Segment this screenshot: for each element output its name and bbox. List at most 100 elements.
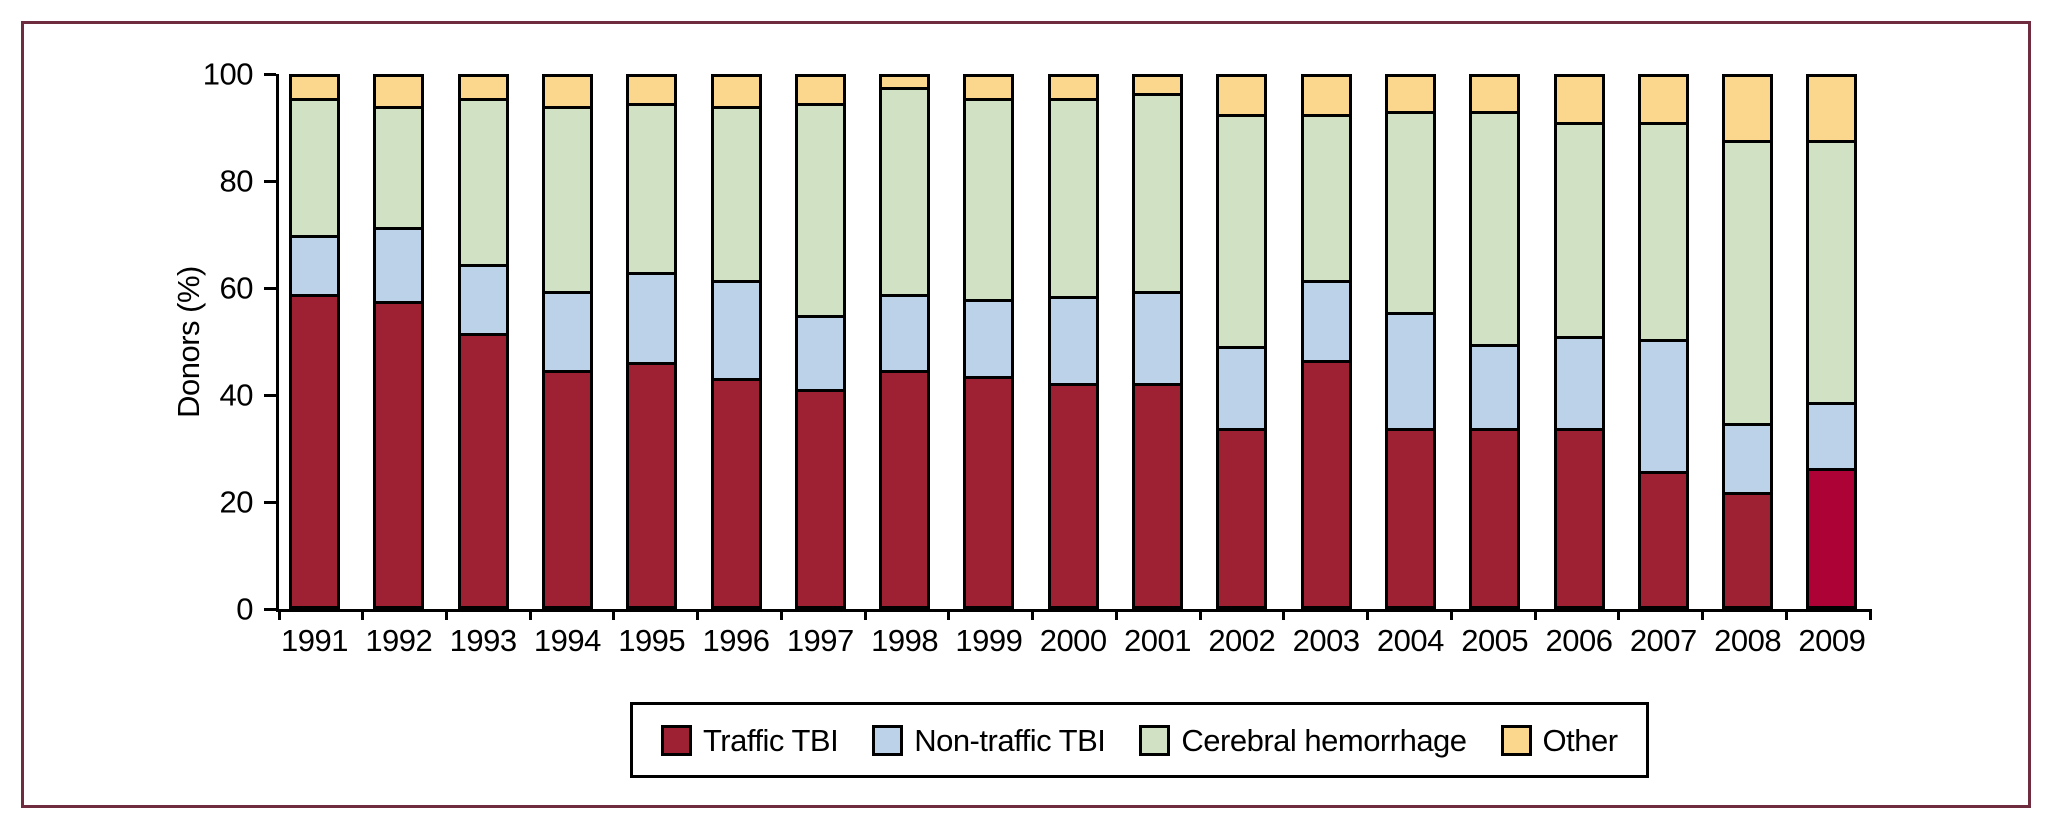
y-axis-tick xyxy=(264,607,276,611)
legend-item-other: Other xyxy=(1500,724,1618,756)
x-axis-label-1997: 1997 xyxy=(786,623,854,658)
segment-other xyxy=(1219,77,1265,117)
legend-label: Non-traffic TBI xyxy=(914,722,1106,758)
bar-1993 xyxy=(457,74,509,609)
segment-traffic-tbi xyxy=(1809,471,1855,606)
x-axis-tick xyxy=(1533,609,1537,620)
y-axis-tick xyxy=(264,393,276,397)
segment-other xyxy=(966,77,1012,101)
x-axis-label-2003: 2003 xyxy=(1292,623,1360,658)
y-axis-tick xyxy=(264,286,276,290)
x-axis-tick xyxy=(1868,609,1872,620)
legend-item-cerebral-hemorrhage: Cerebral hemorrhage xyxy=(1139,722,1467,758)
y-axis-tick-label: 20 xyxy=(219,484,254,520)
x-axis-label-2007: 2007 xyxy=(1629,623,1697,658)
bar-1995 xyxy=(626,74,678,609)
segment-cerebral-hemorrhage xyxy=(1303,116,1349,284)
segment-non-traffic-tbi xyxy=(544,293,590,374)
segment-traffic-tbi xyxy=(460,336,506,606)
x-axis-tick xyxy=(612,609,616,620)
x-axis-tick xyxy=(1784,609,1788,620)
bar-2006 xyxy=(1553,74,1605,609)
x-axis-tick xyxy=(1449,609,1453,620)
x-axis-tick xyxy=(1617,609,1621,620)
segment-traffic-tbi xyxy=(1556,431,1602,606)
x-axis-tick xyxy=(1282,609,1286,620)
x-axis-tick xyxy=(696,609,700,620)
bar-2003 xyxy=(1300,74,1352,609)
segment-traffic-tbi xyxy=(1725,494,1771,606)
segment-cerebral-hemorrhage xyxy=(797,106,843,318)
bar-2009 xyxy=(1806,74,1858,609)
segment-other xyxy=(1472,77,1518,115)
x-axis-tick xyxy=(779,609,783,620)
segment-non-traffic-tbi xyxy=(882,296,928,374)
segment-non-traffic-tbi xyxy=(1725,426,1771,495)
segment-non-traffic-tbi xyxy=(1809,404,1855,472)
segment-traffic-tbi xyxy=(797,391,843,606)
bar-1996 xyxy=(710,74,762,609)
segment-non-traffic-tbi xyxy=(1387,315,1433,432)
x-axis-label-1995: 1995 xyxy=(618,623,686,658)
legend: Traffic TBI Non-traffic TBI Cerebral hemor… xyxy=(630,702,1649,778)
legend-swatch-cerebral-hemorrhage xyxy=(1139,724,1171,756)
segment-traffic-tbi xyxy=(713,381,759,606)
segment-traffic-tbi xyxy=(1640,473,1686,606)
segment-non-traffic-tbi xyxy=(1050,299,1096,387)
segment-traffic-tbi xyxy=(1219,431,1265,606)
bar-2000 xyxy=(1047,74,1099,609)
bar-2002 xyxy=(1216,74,1268,609)
x-axis-tick xyxy=(361,609,365,620)
segment-other xyxy=(1809,77,1855,144)
y-axis-tick-label: 60 xyxy=(219,270,254,306)
segment-cerebral-hemorrhage xyxy=(460,100,506,268)
segment-cerebral-hemorrhage xyxy=(1809,143,1855,405)
y-axis-tick xyxy=(264,500,276,504)
legend-label: Cerebral hemorrhage xyxy=(1181,722,1467,758)
legend-swatch-traffic-tbi xyxy=(661,724,692,756)
segment-cerebral-hemorrhage xyxy=(1050,100,1096,300)
figure-border-frame xyxy=(21,21,2031,808)
x-axis-label-2001: 2001 xyxy=(1124,623,1191,658)
bar-2005 xyxy=(1469,74,1521,609)
y-axis-tick-label: 100 xyxy=(202,56,254,92)
x-axis-label-2005: 2005 xyxy=(1461,623,1529,658)
segment-traffic-tbi xyxy=(882,373,928,606)
segment-traffic-tbi xyxy=(544,373,590,606)
segment-traffic-tbi xyxy=(376,304,422,606)
legend-swatch-other xyxy=(1500,724,1532,756)
segment-traffic-tbi xyxy=(1050,386,1096,606)
segment-cerebral-hemorrhage xyxy=(1640,124,1686,342)
segment-cerebral-hemorrhage xyxy=(1472,114,1518,347)
x-axis-tick xyxy=(1198,609,1202,620)
segment-other xyxy=(1135,77,1180,96)
segment-non-traffic-tbi xyxy=(1303,283,1349,363)
segment-other xyxy=(292,77,337,101)
x-axis-tick xyxy=(1701,609,1705,620)
bar-1997 xyxy=(794,74,846,609)
x-axis-tick xyxy=(277,609,281,620)
bar-1992 xyxy=(373,74,425,609)
segment-traffic-tbi xyxy=(1303,362,1349,606)
x-axis-label-2002: 2002 xyxy=(1208,623,1276,658)
bar-1991 xyxy=(289,74,340,609)
x-axis-label-2004: 2004 xyxy=(1376,623,1444,658)
y-axis-tick-label: 80 xyxy=(219,163,254,199)
segment-non-traffic-tbi xyxy=(1135,293,1180,387)
segment-other xyxy=(1303,77,1349,117)
segment-non-traffic-tbi xyxy=(460,267,506,337)
legend-item-non-traffic-tbi: Non-traffic TBI xyxy=(872,722,1106,758)
x-axis-tick xyxy=(528,609,532,620)
segment-traffic-tbi xyxy=(1387,431,1433,606)
segment-cerebral-hemorrhage xyxy=(1219,116,1265,350)
segment-non-traffic-tbi xyxy=(713,283,759,382)
y-axis-tick-label: 40 xyxy=(219,377,254,413)
y-axis-tick xyxy=(264,179,276,183)
legend-item-traffic-tbi: Traffic TBI xyxy=(661,724,839,756)
x-axis-label-1991: 1991 xyxy=(281,623,348,658)
segment-other xyxy=(797,77,843,107)
bar-1998 xyxy=(879,74,931,609)
x-axis-label-1994: 1994 xyxy=(533,623,601,658)
segment-other xyxy=(629,77,675,107)
